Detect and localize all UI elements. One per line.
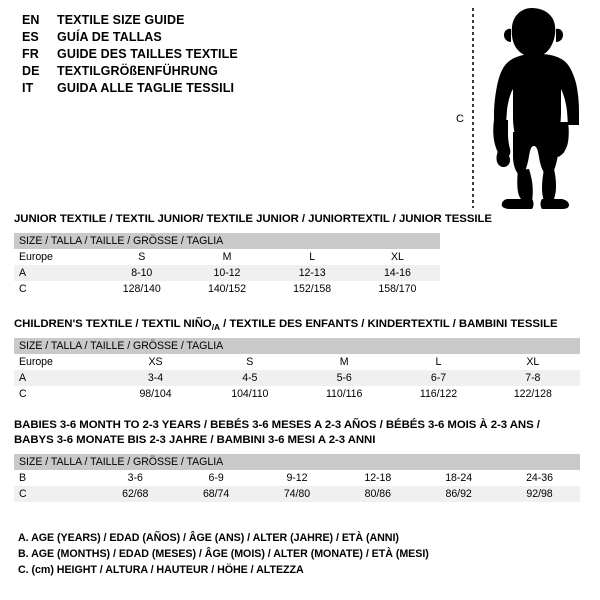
table-cell: 122/128 <box>485 386 580 402</box>
babies-table-title: BABIES 3-6 MONTH TO 2-3 YEARS / BEBÉS 3-… <box>14 418 580 448</box>
table-cell: 110/116 <box>296 386 392 402</box>
language-row: IT GUIDA ALLE TAGLIE TESSILI <box>22 80 422 97</box>
row-label: A <box>14 265 100 281</box>
table-cell: 12-18 <box>337 470 419 486</box>
row-label: C <box>14 486 95 502</box>
legend-row: B. AGE (MONTHS) / EDAD (MESES) / ÂGE (MO… <box>18 548 429 560</box>
language-row: FR GUIDE DES TAILLES TEXTILE <box>22 46 422 63</box>
table-cell: 152/158 <box>269 281 355 297</box>
table-cell: 7-8 <box>485 370 580 386</box>
table-cell: XS <box>108 354 203 370</box>
legend-row: C. (cm) HEIGHT / ALTURA / HAUTEUR / HÖHE… <box>18 564 304 576</box>
language-guide-title: GUIDE DES TAILLES TEXTILE <box>57 47 238 61</box>
table-cell: 12-13 <box>269 265 355 281</box>
table-row: C 98/104 104/110 110/116 116/122 122/128 <box>14 386 580 402</box>
language-code: DE <box>22 64 40 78</box>
language-code: FR <box>22 47 39 61</box>
table-title-text: JUNIOR TEXTILE / TEXTIL JUNIOR/ TEXTILE … <box>14 213 492 225</box>
language-row: ES GUÍA DE TALLAS <box>22 29 422 46</box>
table-title-line2: BABYS 3-6 MONATE BIS 2-3 JAHRE / BAMBINI… <box>14 434 376 446</box>
language-guide-title: TEXTILGRÖßENFÜHRUNG <box>57 64 218 78</box>
table-cell: 92/98 <box>499 486 580 502</box>
junior-table-title: JUNIOR TEXTILE / TEXTIL JUNIOR/ TEXTILE … <box>14 212 492 227</box>
toddler-silhouette-icon <box>493 8 579 209</box>
table-row: A 3-4 4-5 5-6 6-7 7-8 <box>14 370 580 386</box>
table-cell: L <box>269 249 355 265</box>
table-title-tail: / TEXTILE DES ENFANTS / KINDERTEXTIL / B… <box>220 318 558 330</box>
language-row: DE TEXTILGRÖßENFÜHRUNG <box>22 63 422 80</box>
table-cell: M <box>296 354 392 370</box>
row-label: B <box>14 470 95 486</box>
table-cell: 9-12 <box>256 470 338 486</box>
children-size-table-block: CHILDREN'S TEXTILE / TEXTIL NIÑO/A / TEX… <box>14 317 580 402</box>
table-row: Europe XS S M L XL <box>14 354 580 370</box>
table-cell: 3-4 <box>108 370 203 386</box>
language-code: EN <box>22 13 40 27</box>
table-cell: 3-6 <box>94 470 176 486</box>
row-label: Europe <box>14 249 100 265</box>
table-cell: XL <box>354 249 440 265</box>
table-cell: 4-5 <box>202 370 297 386</box>
table-cell: 128/140 <box>99 281 185 297</box>
legend-list: A. AGE (YEARS) / EDAD (AÑOS) / ÂGE (ANS)… <box>18 530 518 578</box>
table-row: Europe S M L XL <box>14 249 440 265</box>
language-guide-title: GUÍA DE TALLAS <box>57 30 162 44</box>
table-cell: XL <box>485 354 580 370</box>
table-cell: 140/152 <box>184 281 270 297</box>
table-cell: 98/104 <box>108 386 203 402</box>
table-cell: 14-16 <box>354 265 440 281</box>
table-cell: 8-10 <box>99 265 185 281</box>
table-cell: S <box>202 354 297 370</box>
table-title-text: BABIES 3-6 MONTH TO 2-3 YEARS / BEBÉS 3-… <box>14 419 540 431</box>
table-cell: 24-36 <box>499 470 580 486</box>
size-band-header: SIZE / TALLA / TAILLE / GRÖSSE / TAGLIA <box>14 233 440 249</box>
babies-size-table: SIZE / TALLA / TAILLE / GRÖSSE / TAGLIA B… <box>14 454 580 502</box>
height-dashed-line <box>472 8 474 208</box>
language-row: EN TEXTILE SIZE GUIDE <box>22 12 422 29</box>
language-guide-title: TEXTILE SIZE GUIDE <box>57 13 185 27</box>
table-cell: S <box>99 249 185 265</box>
children-size-table: SIZE / TALLA / TAILLE / GRÖSSE / TAGLIA E… <box>14 338 580 402</box>
table-cell: 86/92 <box>418 486 500 502</box>
table-cell: L <box>391 354 486 370</box>
table-cell: 68/74 <box>175 486 257 502</box>
table-cell: 5-6 <box>296 370 392 386</box>
size-band-header: SIZE / TALLA / TAILLE / GRÖSSE / TAGLIA <box>14 454 580 470</box>
babies-size-table-block: BABIES 3-6 MONTH TO 2-3 YEARS / BEBÉS 3-… <box>14 418 580 502</box>
row-label: C <box>14 386 109 402</box>
height-measure-label: C <box>456 113 464 125</box>
children-table-title: CHILDREN'S TEXTILE / TEXTIL NIÑO/A / TEX… <box>14 317 580 332</box>
table-title-subscript: /A <box>211 322 220 332</box>
table-cell: 6-7 <box>391 370 486 386</box>
language-code: IT <box>22 81 34 95</box>
row-label: C <box>14 281 100 297</box>
table-cell: 18-24 <box>418 470 500 486</box>
table-cell: 62/68 <box>94 486 176 502</box>
table-row: C 128/140 140/152 152/158 158/170 <box>14 281 440 297</box>
table-cell: M <box>184 249 270 265</box>
table-cell: 80/86 <box>337 486 419 502</box>
language-title-list: EN TEXTILE SIZE GUIDE ES GUÍA DE TALLAS FR GU… <box>22 12 422 97</box>
size-band-header: SIZE / TALLA / TAILLE / GRÖSSE / TAGLIA <box>14 338 580 354</box>
table-cell: 158/170 <box>354 281 440 297</box>
table-row: B 3-6 6-9 9-12 12-18 18-24 24-36 <box>14 470 580 486</box>
row-label: A <box>14 370 109 386</box>
table-cell: 116/122 <box>391 386 486 402</box>
language-guide-title: GUIDA ALLE TAGLIE TESSILI <box>57 81 235 95</box>
table-cell: 10-12 <box>184 265 270 281</box>
language-code: ES <box>22 30 39 44</box>
legend-row: A. AGE (YEARS) / EDAD (AÑOS) / ÂGE (ANS)… <box>18 532 399 544</box>
junior-size-table: SIZE / TALLA / TAILLE / GRÖSSE / TAGLIA E… <box>14 233 440 297</box>
size-figure: C <box>450 6 595 211</box>
junior-size-table-block: JUNIOR TEXTILE / TEXTIL JUNIOR/ TEXTILE … <box>14 212 492 297</box>
table-row: A 8-10 10-12 12-13 14-16 <box>14 265 440 281</box>
table-row: C 62/68 68/74 74/80 80/86 86/92 92/98 <box>14 486 580 502</box>
table-cell: 74/80 <box>256 486 338 502</box>
table-cell: 6-9 <box>175 470 257 486</box>
table-cell: 104/110 <box>202 386 297 402</box>
row-label: Europe <box>14 354 109 370</box>
table-title-text: CHILDREN'S TEXTILE / TEXTIL NIÑO <box>14 318 212 330</box>
